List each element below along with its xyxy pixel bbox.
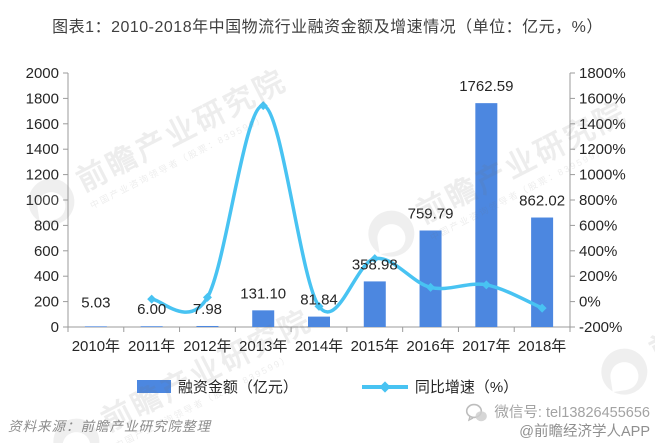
chart-legend: 融资金额（亿元） 同比增速（%） [0, 376, 655, 397]
svg-text:7.98: 7.98 [193, 301, 222, 318]
financing-chart: 0 200 400 600 800 1000 1200 1400 1600 1800 2000 -20… [26, 65, 626, 355]
svg-text:2018年: 2018年 [518, 338, 566, 355]
bar-2011年 [140, 326, 163, 327]
svg-text:1800%: 1800% [579, 65, 626, 82]
svg-text:400%: 400% [579, 243, 617, 260]
svg-text:0: 0 [51, 319, 59, 336]
svg-text:1400%: 1400% [579, 116, 626, 133]
svg-text:1000%: 1000% [579, 167, 626, 184]
svg-text:-200%: -200% [579, 319, 622, 336]
bar-2018年 [531, 217, 554, 327]
svg-text:2013年: 2013年 [239, 338, 287, 355]
svg-text:600%: 600% [579, 217, 617, 234]
svg-text:1600: 1600 [26, 116, 59, 133]
svg-text:1200: 1200 [26, 167, 59, 184]
legend-item-growth: 同比增速（%） [361, 376, 519, 397]
svg-text:200%: 200% [579, 268, 617, 285]
wechat-icon [466, 403, 488, 422]
svg-text:800: 800 [34, 217, 59, 234]
svg-text:1400: 1400 [26, 141, 59, 158]
bar-2014年 [308, 316, 330, 327]
bar-series-swatch [136, 380, 171, 393]
svg-text:81.84: 81.84 [300, 292, 338, 309]
svg-text:2015年: 2015年 [351, 338, 399, 355]
svg-text:600: 600 [34, 243, 59, 260]
wechat-id: 微信号: tel13826455656 [494, 404, 650, 421]
svg-text:2017年: 2017年 [462, 338, 510, 355]
svg-text:862.02: 862.02 [519, 193, 565, 210]
svg-text:200: 200 [34, 294, 59, 311]
svg-text:1800: 1800 [26, 90, 59, 107]
svg-text:1762.59: 1762.59 [459, 78, 513, 95]
bar-2016年 [419, 230, 442, 327]
line-series-swatch [361, 380, 408, 394]
bar-2012年 [196, 325, 219, 327]
financing-bars [84, 103, 554, 328]
svg-text:2012年: 2012年 [183, 338, 231, 355]
wechat-row: 微信号: tel13826455656 [465, 402, 650, 424]
svg-text:1000: 1000 [26, 192, 59, 209]
legend-line-label: 同比增速（%） [414, 379, 519, 396]
svg-text:1200%: 1200% [579, 141, 626, 158]
bar-value-labels: 5.03 6.00 7.98 131.10 81.84 358.98 759.79 1762.… [81, 78, 565, 318]
svg-text:5.03: 5.03 [81, 294, 110, 311]
axis-tick-labels: 0 200 400 600 800 1000 1200 1400 1600 1800 2000 -20… [26, 65, 626, 355]
svg-text:759.79: 759.79 [408, 206, 454, 223]
svg-text:2000: 2000 [26, 65, 59, 82]
svg-text:6.00: 6.00 [137, 301, 166, 318]
source-note: 资料来源：前瞻产业研究院整理 [8, 419, 211, 434]
bar-2010年 [84, 326, 107, 327]
svg-text:2010年: 2010年 [72, 338, 120, 355]
svg-text:2014年: 2014年 [295, 338, 343, 355]
bar-2013年 [252, 310, 275, 327]
growth-line-markers [147, 101, 547, 313]
svg-text:400: 400 [34, 268, 59, 285]
legend-item-financing: 融资金额（亿元） [136, 376, 298, 397]
bar-2015年 [363, 281, 386, 327]
diamond-marker-icon [379, 380, 391, 393]
svg-text:358.98: 358.98 [352, 256, 398, 273]
bar-2017年 [475, 103, 498, 328]
svg-text:131.10: 131.10 [240, 285, 286, 302]
svg-text:0%: 0% [579, 294, 601, 311]
svg-text:1600%: 1600% [579, 90, 626, 107]
footer-contact: 微信号: tel13826455656 @前瞻经济学人APP [465, 402, 650, 440]
chart-title: 图表1：2010-2018年中国物流行业融资金额及增速情况（单位：亿元，%） [52, 19, 603, 36]
svg-text:800%: 800% [579, 192, 617, 209]
legend-bar-label: 融资金额（亿元） [177, 379, 298, 396]
app-handle: @前瞻经济学人APP [519, 423, 650, 440]
svg-text:2011年: 2011年 [128, 338, 175, 355]
svg-text:2016年: 2016年 [406, 338, 454, 355]
